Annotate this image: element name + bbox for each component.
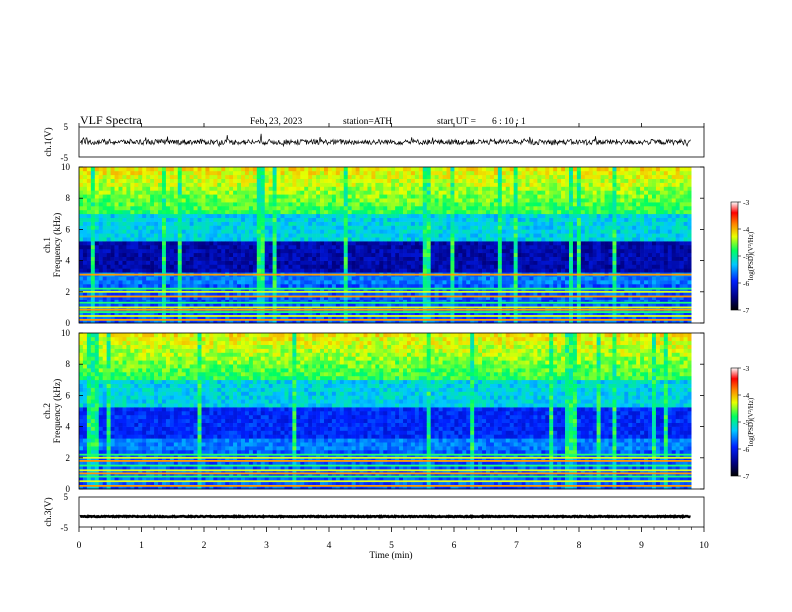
narrowband-line bbox=[79, 295, 692, 298]
ch3-ytick-bottom: -5 bbox=[61, 523, 69, 533]
ch2-spectrogram-frame bbox=[78, 332, 705, 490]
colorbar-gradient bbox=[730, 201, 739, 311]
xtick-label: 0 bbox=[77, 541, 82, 551]
narrowband-line bbox=[79, 308, 692, 311]
xtick-label: 6 bbox=[452, 541, 457, 551]
narrowband-line bbox=[79, 273, 692, 276]
ytick-label: 2 bbox=[66, 287, 71, 297]
ch2-colorbar: -3 -4 -5 -6 -7 log(PSD)(V²/Hz) bbox=[730, 364, 755, 481]
ch1-frequency-ylabel: Frequency (kHz) bbox=[52, 213, 63, 278]
start-ut-label: start UT = bbox=[437, 117, 476, 127]
station-label: station=ATH bbox=[343, 117, 392, 127]
ch2-frequency-ylabel: Frequency (kHz) bbox=[52, 379, 63, 444]
xtick-label: 5 bbox=[389, 541, 394, 551]
narrowband-line bbox=[79, 460, 692, 462]
colorbar-tick-label: -3 bbox=[743, 364, 749, 373]
narrowband-line bbox=[79, 484, 692, 487]
ch1-colorbar: -3 -4 -5 -6 -7 log(PSD)(V²/Hz) bbox=[730, 198, 755, 315]
ytick-label: 4 bbox=[66, 422, 71, 432]
narrowband-line bbox=[79, 469, 692, 472]
ch1-waveform-ylabel: ch.1(V) bbox=[43, 127, 54, 156]
ch3-ytick-top: 5 bbox=[64, 492, 69, 502]
ch1-spectrogram-frame bbox=[78, 166, 705, 324]
narrowband-line bbox=[79, 287, 692, 290]
ytick-label: 8 bbox=[66, 193, 71, 203]
ytick-label: 8 bbox=[66, 359, 71, 369]
colorbar-tick-label: -5 bbox=[743, 418, 749, 427]
narrowband-line bbox=[79, 290, 692, 293]
colorbar-tick-label: -6 bbox=[743, 279, 749, 288]
xtick-label: 1 bbox=[139, 541, 144, 551]
ch1-ytick-top: 5 bbox=[64, 122, 69, 132]
xtick-label: 8 bbox=[577, 541, 582, 551]
x-axis-label: Time (min) bbox=[369, 550, 412, 561]
narrowband-line bbox=[79, 306, 692, 309]
narrowband-line bbox=[79, 301, 692, 304]
waveform-line bbox=[79, 514, 691, 519]
colorbar-tick-label: -5 bbox=[743, 252, 749, 261]
ytick-label: 4 bbox=[66, 256, 71, 266]
colorbar-tick-label: -3 bbox=[743, 198, 749, 207]
ytick-label: 10 bbox=[61, 328, 71, 338]
narrowband-line bbox=[79, 311, 692, 313]
ch3-waveform-plot bbox=[79, 514, 691, 519]
xtick-label: 2 bbox=[202, 541, 207, 551]
ytick-label: 10 bbox=[61, 162, 71, 172]
ytick-label: 6 bbox=[66, 390, 71, 400]
ch2-yticks: 0 2 4 6 8 10 bbox=[61, 328, 704, 494]
ch1-ytick-bottom: -5 bbox=[61, 153, 69, 163]
colorbar-label: log(PSD)(V²/Hz) bbox=[747, 397, 755, 446]
colorbar-tick-label: -4 bbox=[743, 391, 749, 400]
ytick-label: 0 bbox=[66, 318, 71, 328]
narrowband-line bbox=[79, 315, 692, 317]
colorbar-tick-label: -6 bbox=[743, 445, 749, 454]
ch1-yticks: 0 2 4 6 8 10 bbox=[61, 162, 704, 328]
colorbar-label: log(PSD)(V²/Hz) bbox=[747, 231, 755, 280]
narrowband-line bbox=[79, 318, 692, 321]
ch2-spectrogram bbox=[79, 333, 704, 490]
start-ut-value: 6 : 10 : 1 bbox=[492, 117, 526, 127]
ch3-waveform-frame bbox=[78, 496, 705, 528]
date-label: Feb. 23, 2023 bbox=[250, 117, 303, 127]
ytick-label: 0 bbox=[66, 484, 71, 494]
ch2-channel-label: ch.2 bbox=[43, 403, 53, 419]
ytick-label: 6 bbox=[66, 224, 71, 234]
narrowband-line bbox=[79, 475, 692, 478]
colorbar-tick-label: -4 bbox=[743, 225, 749, 234]
narrowband-line bbox=[79, 456, 692, 459]
ch1-spectrogram bbox=[79, 167, 704, 324]
xtick-label: 4 bbox=[327, 541, 332, 551]
xtick-label: 9 bbox=[639, 541, 644, 551]
narrowband-line bbox=[79, 480, 692, 483]
ch3-waveform-ylabel: ch.3(V) bbox=[43, 497, 54, 526]
ch1-waveform-plot bbox=[79, 133, 691, 148]
ytick-label: 2 bbox=[66, 453, 71, 463]
colorbar-gradient bbox=[730, 367, 739, 477]
ch1-channel-label: ch.1 bbox=[43, 237, 53, 253]
waveform-line bbox=[79, 133, 691, 148]
narrowband-line bbox=[79, 472, 692, 475]
xtick-label: 3 bbox=[264, 541, 269, 551]
colorbar-tick-label: -7 bbox=[743, 472, 749, 481]
x-axis-ticks: 0 1 2 3 4 5 6 7 8 9 10 bbox=[77, 123, 709, 551]
narrowband-line bbox=[79, 464, 692, 467]
xtick-label: 10 bbox=[699, 541, 709, 551]
narrowband-line bbox=[79, 453, 692, 456]
colorbar-tick-label: -7 bbox=[743, 306, 749, 315]
xtick-label: 7 bbox=[514, 541, 519, 551]
chart-title: VLF Spectra bbox=[80, 113, 142, 127]
